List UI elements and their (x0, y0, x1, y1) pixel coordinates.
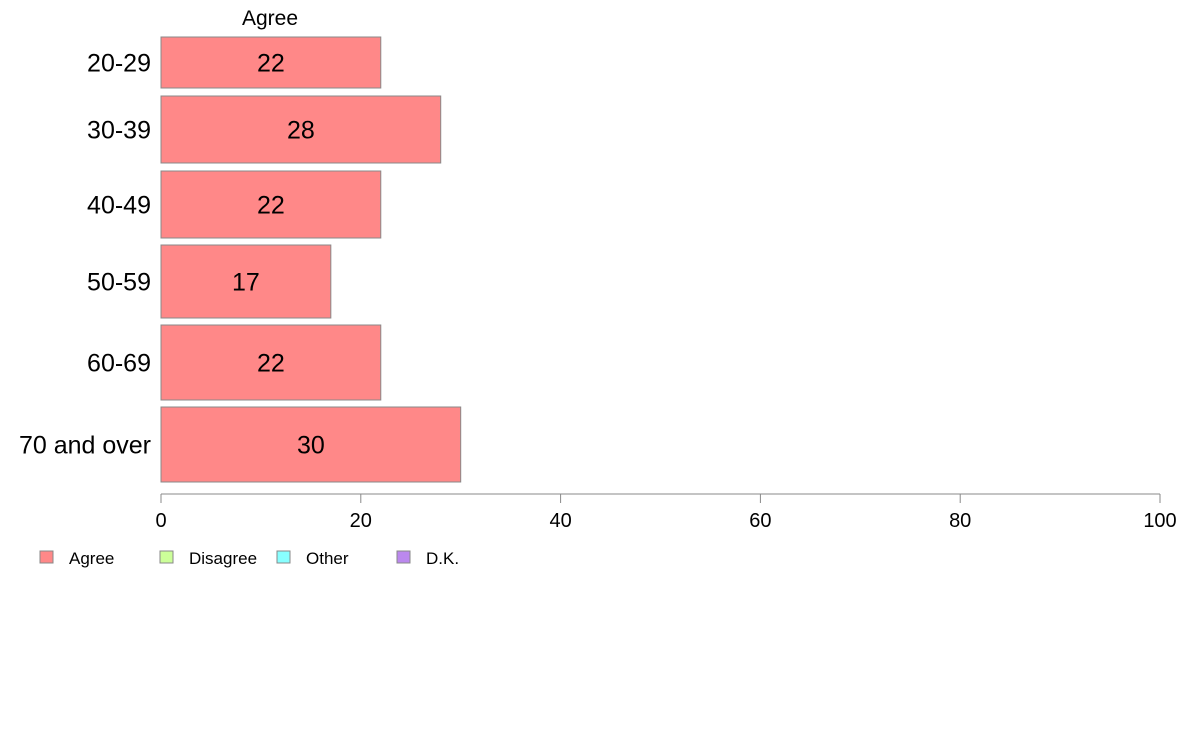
data-label: 22 (257, 192, 285, 220)
category-label: 70 and over (19, 432, 151, 460)
x-axis: 0 20 40 60 80 100 (155, 493, 1177, 532)
legend: Agree Disagree Other D.K. (39, 549, 459, 568)
bar-agree-1 (160, 95, 442, 164)
data-label: 22 (257, 50, 285, 78)
x-tick-label: 40 (549, 510, 571, 532)
legend-swatch (39, 550, 54, 564)
category-label: 40-49 (87, 192, 151, 220)
labels-layer: 22 20-29 28 30-39 22 40-49 17 50-59 22 60-69 30 70 … (19, 50, 325, 460)
bar-agree-2 (160, 170, 382, 239)
data-label: 28 (287, 117, 315, 145)
bar-agree-5 (160, 406, 462, 483)
legend-label: Other (306, 549, 349, 568)
category-label: 30-39 (87, 117, 151, 145)
bars-layer (160, 36, 462, 483)
column-header: Agree (242, 7, 298, 30)
legend-swatch (396, 550, 411, 564)
legend-label: Disagree (189, 549, 257, 568)
legend-swatch (276, 550, 291, 564)
category-label: 60-69 (87, 350, 151, 378)
legend-label: Agree (69, 549, 114, 568)
category-label: 20-29 (87, 50, 151, 78)
data-label: 30 (297, 432, 325, 460)
bar-agree-0 (160, 36, 382, 89)
x-tick-label: 60 (749, 510, 771, 532)
data-label: 17 (232, 269, 260, 297)
x-tick-label: 80 (949, 510, 971, 532)
x-tick-label: 20 (350, 510, 372, 532)
bar-agree-4 (160, 324, 382, 401)
legend-label: D.K. (426, 549, 459, 568)
legend-swatch (159, 550, 174, 564)
x-tick-label: 100 (1143, 510, 1176, 532)
data-label: 22 (257, 350, 285, 378)
bar-agree-3 (160, 244, 332, 319)
category-label: 50-59 (87, 269, 151, 297)
x-tick-label: 0 (155, 510, 166, 532)
